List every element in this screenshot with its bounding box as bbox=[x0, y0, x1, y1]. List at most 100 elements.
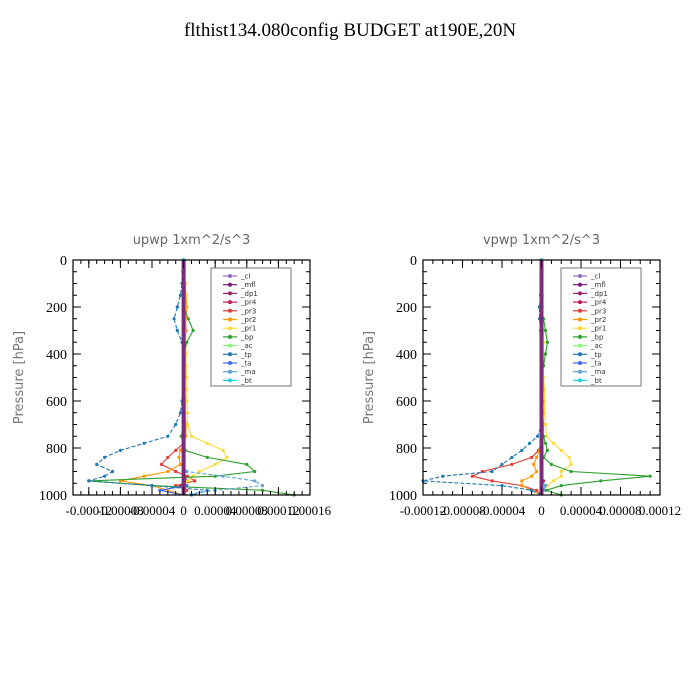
data-point bbox=[441, 474, 445, 478]
x-tick-label: 0.00008 bbox=[599, 503, 641, 518]
x-tick-label: 0.00004 bbox=[194, 503, 237, 518]
legend-box bbox=[560, 267, 642, 387]
series-line-pr2 bbox=[120, 259, 188, 496]
data-point bbox=[490, 479, 494, 483]
legend-marker bbox=[578, 334, 582, 339]
legend-marker bbox=[228, 308, 232, 313]
x-tick-label: 0.00004 bbox=[560, 503, 603, 518]
data-point bbox=[535, 434, 540, 438]
data-point bbox=[543, 484, 548, 488]
data-point bbox=[103, 474, 107, 478]
data-point bbox=[551, 479, 556, 483]
data-point bbox=[185, 387, 189, 391]
data-point bbox=[221, 448, 225, 452]
data-point bbox=[95, 462, 99, 466]
data-point bbox=[225, 455, 229, 459]
x-tick-label: 0.00008 bbox=[226, 503, 268, 518]
legend-item-label: _cl bbox=[590, 273, 600, 281]
legend-marker bbox=[228, 282, 232, 287]
legend-item-label: _ta bbox=[240, 360, 252, 368]
x-tick-label: -0.00004 bbox=[129, 503, 176, 518]
data-point bbox=[542, 387, 547, 391]
legend-marker bbox=[228, 343, 232, 348]
data-point bbox=[177, 455, 181, 459]
data-point bbox=[648, 474, 652, 478]
legend-item-label: _pr4 bbox=[240, 299, 257, 307]
legend-item-label: _ma bbox=[590, 368, 606, 376]
data-point bbox=[205, 441, 209, 445]
data-point bbox=[166, 434, 170, 438]
legend-marker bbox=[578, 369, 582, 374]
legend-marker bbox=[228, 361, 232, 365]
panel-title: upwp 1xm^2/s^3 bbox=[133, 233, 251, 248]
x-tick-label: -0.00012 bbox=[400, 503, 447, 518]
data-point bbox=[530, 455, 534, 459]
data-point bbox=[528, 441, 532, 445]
data-point bbox=[569, 469, 573, 474]
data-point bbox=[535, 469, 539, 474]
data-point bbox=[178, 462, 182, 466]
data-point bbox=[110, 469, 115, 474]
data-point bbox=[543, 352, 548, 356]
data-point bbox=[510, 455, 514, 459]
y-tick-label: 1000 bbox=[389, 489, 417, 504]
legend-marker bbox=[578, 343, 582, 348]
data-point bbox=[253, 469, 257, 474]
legend-marker bbox=[578, 317, 582, 322]
data-point bbox=[185, 484, 189, 488]
panel-title: vpwp 1xm^2/s^3 bbox=[483, 233, 600, 248]
data-point bbox=[545, 340, 550, 344]
x-tick-label: -0.00012 bbox=[66, 503, 113, 518]
y-tick-label: 800 bbox=[46, 442, 67, 457]
data-point bbox=[103, 455, 107, 459]
legend-item-label: _pr3 bbox=[240, 307, 256, 315]
data-point bbox=[535, 488, 539, 492]
data-point bbox=[520, 448, 524, 452]
data-point bbox=[551, 441, 556, 445]
legend-item-label: _pr2 bbox=[590, 316, 606, 324]
data-point bbox=[142, 441, 146, 445]
legend-item-label: _bt bbox=[590, 377, 602, 385]
data-point bbox=[544, 488, 549, 492]
data-point bbox=[185, 488, 189, 492]
legend-marker bbox=[228, 291, 232, 296]
data-point bbox=[520, 484, 524, 488]
legend-marker bbox=[228, 369, 232, 374]
data-point bbox=[599, 479, 603, 483]
data-point bbox=[500, 462, 504, 466]
series-line-tp bbox=[88, 259, 208, 496]
data-point bbox=[87, 479, 91, 483]
legend-item-label: _tp bbox=[240, 351, 252, 359]
legend-marker bbox=[228, 352, 232, 357]
data-point bbox=[559, 474, 563, 478]
legend-item-label: _pr4 bbox=[590, 299, 607, 307]
data-point bbox=[535, 455, 539, 459]
legend-item-label: _ac bbox=[590, 342, 603, 350]
legend-item-label: _pr2 bbox=[240, 316, 256, 324]
x-tick-label: 0 bbox=[180, 503, 187, 518]
page-title: flthist134.080config BUDGET at190E,20N bbox=[183, 20, 517, 41]
data-point bbox=[470, 474, 474, 478]
data-point bbox=[205, 455, 209, 459]
data-point bbox=[185, 340, 189, 344]
legend-item-label: _mfl bbox=[590, 281, 606, 289]
legend-marker bbox=[578, 291, 582, 296]
y-tick-label: 600 bbox=[46, 395, 67, 410]
data-point bbox=[193, 479, 197, 483]
legend-item-label: _bp bbox=[590, 333, 604, 341]
data-point bbox=[191, 328, 195, 333]
legend-marker bbox=[578, 274, 582, 278]
legend-marker bbox=[578, 300, 582, 305]
data-point bbox=[530, 488, 534, 492]
data-point bbox=[159, 462, 164, 466]
data-point bbox=[261, 488, 265, 492]
legend-marker bbox=[578, 326, 582, 331]
data-point bbox=[530, 474, 534, 478]
legend-item-label: _mfl bbox=[240, 281, 256, 289]
legend-marker bbox=[578, 308, 582, 313]
legend-item-label: _pr3 bbox=[590, 307, 606, 315]
x-tick-label: 0.00012 bbox=[639, 503, 681, 518]
x-tick-label: 0 bbox=[538, 503, 545, 518]
data-point bbox=[559, 469, 563, 474]
